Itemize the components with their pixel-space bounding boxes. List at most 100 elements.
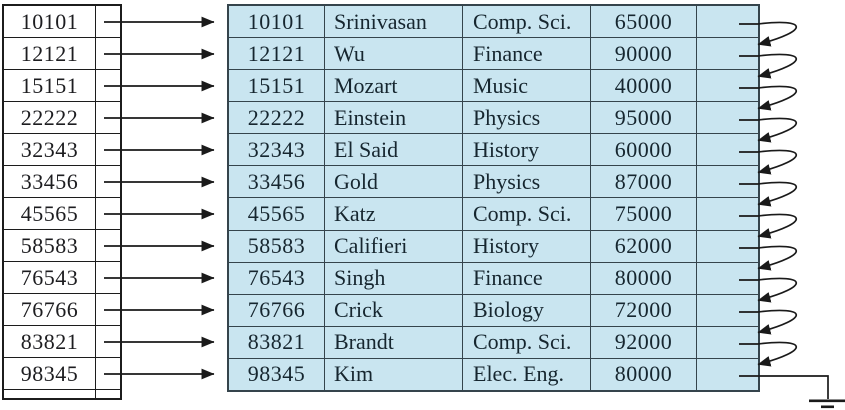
instructor-file-table: 10101 Srinivasan Comp. Sci. 65000 12121 …: [227, 4, 760, 392]
index-pointer-cell: [96, 134, 120, 165]
record-name-cell: Kim: [325, 358, 463, 390]
index-pointer-cell: [96, 294, 120, 325]
record-pointer-cell: [697, 102, 758, 133]
index-bottom-strip-ptr: [96, 390, 120, 398]
record-salary-cell: 72000: [591, 294, 697, 326]
record-name-cell: Crick: [325, 294, 463, 326]
record-pointer-cell: [697, 70, 758, 101]
index-pointer-cell: [96, 6, 120, 37]
instructor-record-row: 45565 Katz Comp. Sci. 75000: [229, 198, 758, 231]
record-dept-cell: Comp. Sci.: [463, 326, 591, 358]
index-entry-row: 98345: [4, 358, 120, 390]
record-dept-cell: Music: [463, 70, 591, 102]
index-bottom-strip-key: [4, 390, 96, 398]
record-dept-cell: Physics: [463, 102, 591, 134]
index-entry-row: 32343: [4, 134, 120, 166]
instructor-record-row: 83821 Brandt Comp. Sci. 92000: [229, 326, 758, 359]
record-id-cell: 10101: [229, 6, 325, 38]
record-name-cell: Brandt: [325, 326, 463, 358]
record-dept-cell: History: [463, 230, 591, 262]
record-name-cell: Srinivasan: [325, 6, 463, 38]
record-salary-cell: 80000: [591, 358, 697, 390]
record-id-cell: 76766: [229, 294, 325, 326]
index-entry-row: 83821: [4, 326, 120, 358]
index-pointer-cell: [96, 326, 120, 357]
record-dept-cell: Comp. Sci.: [463, 6, 591, 38]
record-pointer-cell: [697, 6, 758, 37]
index-bottom-strip: [4, 390, 120, 398]
record-pointer-cell: [697, 327, 758, 358]
record-pointer-cell: [697, 295, 758, 326]
record-dept-cell: Comp. Sci.: [463, 198, 591, 230]
record-salary-cell: 92000: [591, 326, 697, 358]
index-pointer-cell: [96, 262, 120, 293]
index-key-cell: 12121: [4, 38, 96, 69]
index-key-cell: 15151: [4, 70, 96, 101]
record-pointer-cell: [697, 38, 758, 69]
record-dept-cell: Finance: [463, 262, 591, 294]
index-key-cell: 22222: [4, 102, 96, 133]
index-entry-row: 58583: [4, 230, 120, 262]
instructor-record-row: 15151 Mozart Music 40000: [229, 70, 758, 103]
record-name-cell: Mozart: [325, 70, 463, 102]
record-name-cell: Katz: [325, 198, 463, 230]
record-id-cell: 83821: [229, 326, 325, 358]
index-key-cell: 76543: [4, 262, 96, 293]
record-dept-cell: History: [463, 134, 591, 166]
index-entry-row: 45565: [4, 198, 120, 230]
record-dept-cell: Elec. Eng.: [463, 358, 591, 390]
record-id-cell: 15151: [229, 70, 325, 102]
record-id-cell: 12121: [229, 38, 325, 70]
record-id-cell: 98345: [229, 358, 325, 390]
record-salary-cell: 60000: [591, 134, 697, 166]
record-name-cell: El Said: [325, 134, 463, 166]
instructor-record-row: 58583 Califieri History 62000: [229, 230, 758, 263]
record-id-cell: 76543: [229, 262, 325, 294]
record-id-cell: 22222: [229, 102, 325, 134]
index-entry-row: 12121: [4, 38, 120, 70]
index-pointer-cell: [96, 198, 120, 229]
instructor-record-row: 76543 Singh Finance 80000: [229, 262, 758, 295]
record-salary-cell: 80000: [591, 262, 697, 294]
record-pointer-cell: [697, 231, 758, 262]
instructor-record-row: 33456 Gold Physics 87000: [229, 166, 758, 199]
record-pointer-cell: [697, 263, 758, 294]
instructor-record-row: 12121 Wu Finance 90000: [229, 38, 758, 71]
index-key-cell: 33456: [4, 166, 96, 197]
index-entry-row: 76543: [4, 262, 120, 294]
instructor-record-row: 22222 Einstein Physics 95000: [229, 102, 758, 135]
index-key-cell: 45565: [4, 198, 96, 229]
record-name-cell: Einstein: [325, 102, 463, 134]
index-pointer-cell: [96, 166, 120, 197]
index-key-cell: 83821: [4, 326, 96, 357]
index-pointer-cell: [96, 230, 120, 261]
record-salary-cell: 95000: [591, 102, 697, 134]
record-salary-cell: 40000: [591, 70, 697, 102]
index-entry-row: 10101: [4, 6, 120, 38]
record-id-cell: 32343: [229, 134, 325, 166]
index-pointer-cell: [96, 102, 120, 133]
record-dept-cell: Finance: [463, 38, 591, 70]
index-key-cell: 76766: [4, 294, 96, 325]
record-dept-cell: Biology: [463, 294, 591, 326]
record-name-cell: Gold: [325, 166, 463, 198]
index-pointer-cell: [96, 70, 120, 101]
instructor-record-row: 10101 Srinivasan Comp. Sci. 65000: [229, 6, 758, 39]
instructor-record-row: 32343 El Said History 60000: [229, 134, 758, 167]
record-salary-cell: 75000: [591, 198, 697, 230]
record-id-cell: 33456: [229, 166, 325, 198]
record-id-cell: 45565: [229, 198, 325, 230]
record-pointer-cell: [697, 198, 758, 229]
instructor-record-row: 98345 Kim Elec. Eng. 80000: [229, 358, 758, 390]
record-dept-cell: Physics: [463, 166, 591, 198]
record-salary-cell: 65000: [591, 6, 697, 38]
index-entry-row: 22222: [4, 102, 120, 134]
index-key-cell: 10101: [4, 6, 96, 37]
index-entry-row: 33456: [4, 166, 120, 198]
index-key-cell: 32343: [4, 134, 96, 165]
index-key-cell: 58583: [4, 230, 96, 261]
index-pointer-cell: [96, 358, 120, 389]
record-id-cell: 58583: [229, 230, 325, 262]
record-salary-cell: 90000: [591, 38, 697, 70]
